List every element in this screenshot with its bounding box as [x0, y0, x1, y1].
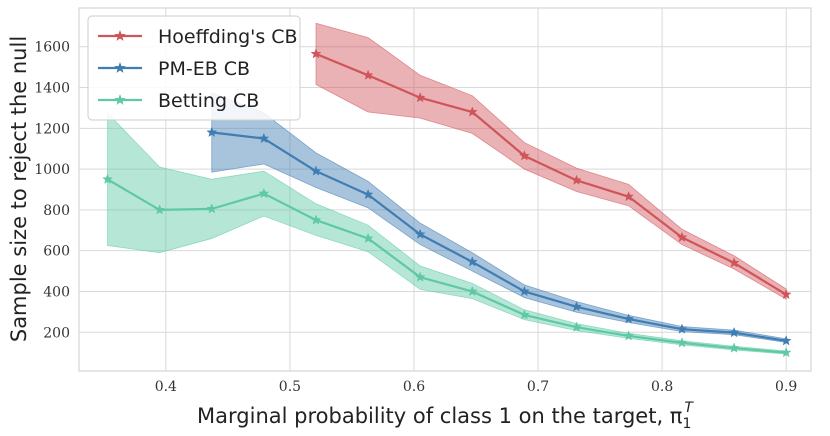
x-tick-label: 0.9 — [775, 379, 797, 395]
x-tick-label: 0.8 — [651, 379, 673, 395]
data-point — [414, 92, 426, 103]
data-point — [414, 271, 426, 282]
data-point — [780, 335, 792, 346]
y-tick-label: 600 — [43, 244, 70, 260]
data-point — [780, 288, 792, 300]
data-point — [623, 330, 635, 341]
data-point — [362, 188, 374, 200]
data-point — [676, 337, 688, 348]
x-tick-label: 0.6 — [403, 379, 425, 395]
data-point — [310, 214, 322, 225]
data-point — [571, 321, 582, 332]
data-point — [571, 174, 582, 185]
confidence-band-0 — [315, 22, 787, 300]
data-point — [780, 346, 792, 358]
data-point — [206, 126, 218, 138]
legend-label-0: Hoeffding's CB — [158, 26, 298, 48]
x-tick-label: 0.5 — [279, 379, 301, 395]
data-point — [518, 285, 530, 297]
series-line-0 — [315, 52, 787, 296]
series-markers — [102, 48, 792, 358]
series-line-2 — [106, 178, 787, 354]
data-point — [466, 256, 478, 267]
data-point — [623, 313, 635, 324]
series-line-1 — [211, 131, 787, 342]
data-point — [728, 342, 740, 353]
y-tick-label: 1600 — [34, 40, 70, 56]
data-point — [466, 285, 478, 297]
data-point — [258, 187, 270, 199]
data-point — [310, 48, 322, 59]
y-tick-label: 400 — [43, 284, 70, 300]
y-axis-label: Sample size to reject the null — [7, 36, 31, 342]
data-point — [623, 190, 635, 202]
data-point — [414, 228, 426, 239]
data-point — [362, 69, 374, 80]
x-axis-ticks: 0.4 0.5 0.6 0.7 0.8 0.9 — [155, 379, 798, 395]
data-point — [362, 232, 374, 244]
data-point — [206, 203, 218, 214]
data-point — [676, 231, 688, 243]
y-axis-ticks: 200 400 600 800 1000 1200 1400 1600 — [34, 40, 70, 342]
legend-star-icon — [114, 30, 126, 41]
data-point — [258, 132, 270, 144]
data-point — [154, 204, 166, 215]
data-point — [676, 323, 688, 334]
legend-box — [87, 15, 301, 121]
data-point — [518, 309, 530, 320]
x-tick-label: 0.7 — [527, 379, 549, 395]
legend-label-2: Betting CB — [158, 90, 259, 112]
data-point — [518, 150, 530, 161]
legend-label-1: PM-EB CB — [158, 58, 250, 80]
data-point — [728, 326, 740, 338]
y-tick-label: 1400 — [34, 81, 70, 97]
data-point — [310, 165, 322, 176]
data-point — [571, 301, 582, 312]
legend: Hoeffding's CB PM-EB CB Betting CB — [87, 15, 301, 121]
y-tick-label: 200 — [43, 325, 70, 341]
y-tick-label: 1000 — [34, 162, 70, 178]
legend-star-icon — [114, 62, 126, 73]
x-tick-label: 0.4 — [155, 379, 177, 395]
y-tick-label: 800 — [43, 203, 70, 219]
data-point — [728, 257, 740, 268]
x-axis-label: Marginal probability of class 1 on the t… — [197, 400, 694, 432]
y-tick-label: 1200 — [34, 121, 70, 137]
series-lines — [106, 52, 787, 354]
data-point — [466, 106, 478, 117]
legend-star-icon — [114, 94, 126, 105]
data-point — [102, 173, 113, 184]
